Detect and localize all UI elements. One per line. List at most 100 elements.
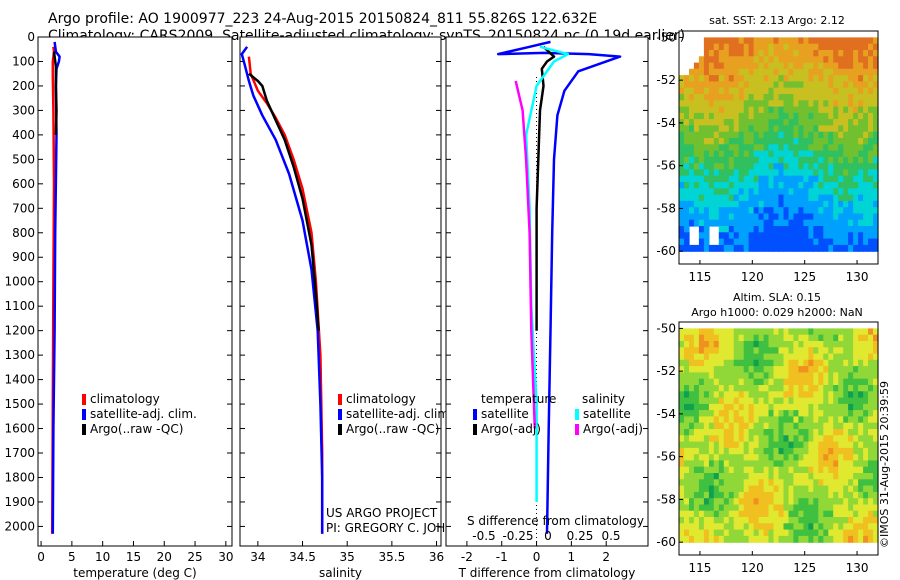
sla_map-cell [843, 504, 849, 512]
sla_map-cell [693, 353, 700, 361]
sla_map-cell [758, 328, 765, 336]
sla_map-cell [858, 435, 864, 443]
sst_map-cell [748, 37, 755, 45]
sst_map-cell [679, 244, 685, 252]
sst_map-cell [738, 119, 745, 126]
sla_map-cell [868, 416, 874, 424]
sla_map-cell [793, 460, 799, 468]
sst_map-cell [689, 175, 695, 183]
sla_map-cell [808, 359, 814, 367]
sst_map-cell [713, 94, 720, 101]
sla_map-cell [753, 347, 760, 355]
sla_map-cell [873, 397, 879, 405]
sla_map-cell [838, 334, 844, 342]
sst_map-cell [773, 87, 780, 95]
sst_map-cell [873, 238, 879, 246]
sla_map-cell [808, 385, 814, 392]
sst_map-cell [838, 43, 844, 51]
sla_map-cell [753, 485, 760, 493]
sst_map-cell [748, 144, 755, 152]
sla_map-cell [753, 366, 760, 373]
sla_map-cell [778, 378, 785, 386]
sla_map-cell [803, 429, 809, 436]
sla_map-cell [718, 491, 725, 499]
sla_map-cell [873, 529, 879, 537]
sst_map-cell [684, 213, 690, 221]
sst_map-cell [753, 175, 760, 183]
sst_map-cell [733, 200, 740, 208]
sst_map-cell [778, 244, 785, 252]
sst_map-cell [838, 200, 844, 208]
sla_map-cell [873, 460, 879, 468]
sst_map-cell [833, 81, 839, 89]
sla_map-cell [828, 429, 834, 436]
sla_map-cell [843, 435, 849, 443]
sla_map-cell [773, 523, 780, 531]
sst_map-cell [813, 37, 819, 45]
sst_map-cell [858, 238, 864, 246]
sla_map-cell [718, 466, 725, 474]
sla_map-cell [738, 535, 745, 543]
sla_map-cell [808, 422, 814, 430]
sla_map-cell [828, 410, 834, 417]
sst_map-cell [718, 81, 725, 89]
sla_map-cell [823, 416, 829, 424]
sst_map-cell [793, 226, 799, 233]
sla_map-cell [708, 498, 715, 506]
sla_map-cell [833, 491, 839, 499]
sla_map-cell [853, 328, 859, 336]
sst_map-cell [798, 100, 804, 108]
sst_map-cell [758, 144, 765, 152]
sla_map-cell [868, 341, 874, 348]
sla_map-cell [853, 454, 859, 462]
sla_map-cell [758, 385, 765, 392]
sst_map-cell [818, 238, 824, 246]
sla_map-cell [753, 498, 760, 506]
sla_map-cell [733, 441, 740, 449]
sst_map-cell [848, 112, 854, 120]
sst_map-cell [684, 125, 690, 133]
sst_map-cell [689, 112, 695, 120]
sla_map-cell [748, 435, 755, 443]
sla_map-cell [788, 454, 795, 462]
sst_map-cell [738, 50, 745, 57]
sst_map-cell [753, 100, 760, 108]
sst_map-cell [718, 150, 725, 158]
sla_map-cell [783, 341, 790, 348]
sst_map-cell [793, 131, 799, 139]
sst_map-cell [684, 138, 690, 145]
sst_map-cell [818, 163, 824, 171]
sla_map-cell [758, 529, 765, 537]
sst_map-cell [803, 244, 809, 252]
sla_map-cell [783, 416, 790, 424]
sst_map-cell [798, 106, 804, 114]
sst_map-cell [783, 175, 790, 183]
sla_map-cell [798, 391, 804, 399]
sla_map-cell [703, 347, 710, 355]
sst_map-cell [743, 131, 750, 139]
sla_map-cell [823, 385, 829, 392]
sst_map-cell [838, 156, 844, 164]
sla_map-cell [748, 498, 755, 506]
sla_map-cell [763, 491, 770, 499]
sla_map-cell [693, 466, 700, 474]
sla_map-cell [679, 435, 685, 443]
sla_map-cell [783, 347, 790, 355]
sst_map-cell [788, 238, 795, 246]
sst_map-cell [848, 131, 854, 139]
sst_map-cell [823, 200, 829, 208]
sst_map-cell [679, 131, 685, 139]
sla_map-cell [723, 498, 730, 506]
sla_map-cell [783, 410, 790, 417]
sst_map-cell [743, 94, 750, 101]
sst_map-cell [738, 194, 745, 202]
sst_map-cell [833, 75, 839, 82]
sst_map-cell [783, 219, 790, 227]
sst_map-cell [728, 112, 735, 120]
sst_map-cell [848, 138, 854, 145]
sst_map-cell [703, 119, 710, 126]
sla_map-cell [723, 529, 730, 537]
sst_map-cell [753, 119, 760, 126]
sst_map-cell [823, 150, 829, 158]
sst_map-cell [718, 100, 725, 108]
